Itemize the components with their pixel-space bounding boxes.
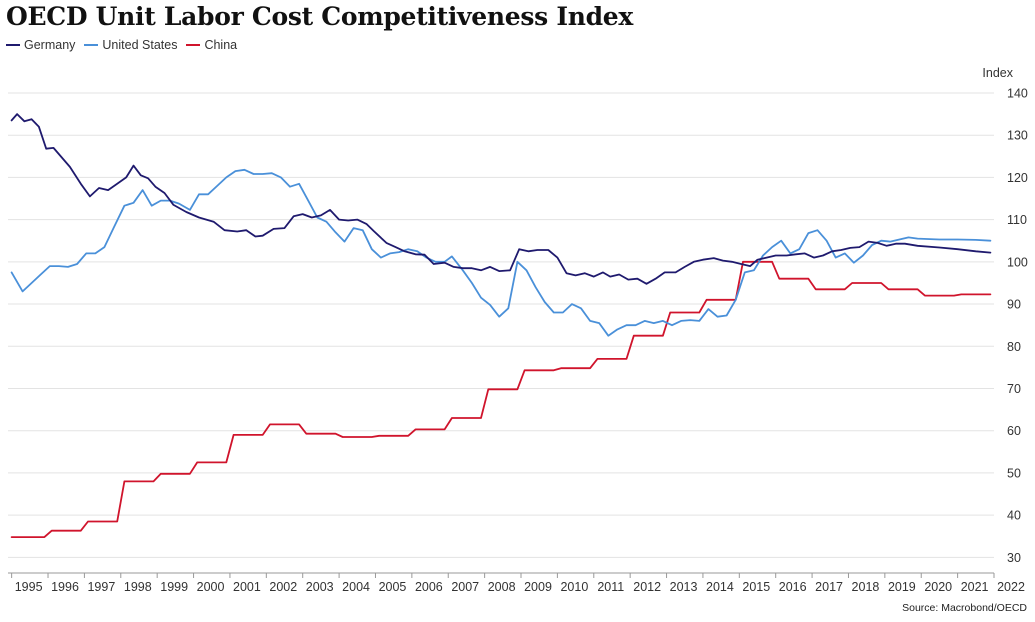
x-tick-label-2009: 2009 — [524, 580, 552, 594]
y-tick-label-130: 130 — [1007, 129, 1028, 143]
y-tick-label-50: 50 — [1007, 466, 1021, 480]
chart-legend: Germany United States China — [6, 37, 246, 53]
x-tick-label-2006: 2006 — [415, 580, 443, 594]
x-axis: 1995 1996 1997 1998 1999 2000 2001 2002 2003 2004… — [11, 573, 1025, 594]
legend-swatch-china — [186, 44, 201, 46]
y-tick-label-80: 80 — [1007, 340, 1021, 354]
x-tick-label-2018: 2018 — [852, 580, 880, 594]
x-tick-label-2012: 2012 — [633, 580, 661, 594]
legend-item-united-states: United States — [84, 38, 177, 52]
legend-label-germany: Germany — [24, 38, 76, 52]
x-tick-label-2015: 2015 — [742, 580, 770, 594]
series — [10, 113, 992, 538]
x-tick-label-2008: 2008 — [488, 580, 516, 594]
x-tick-label-2000: 2000 — [197, 580, 225, 594]
x-tick-label-2007: 2007 — [451, 580, 479, 594]
x-tick-label-2003: 2003 — [306, 580, 334, 594]
x-tick-label-2005: 2005 — [379, 580, 407, 594]
y-tick-label-100: 100 — [1007, 255, 1028, 269]
x-tick-label-2020: 2020 — [924, 580, 952, 594]
x-tick-label-1995: 1995 — [15, 580, 43, 594]
x-tick-label-2011: 2011 — [597, 580, 624, 594]
y-tick-label-140: 140 — [1007, 87, 1028, 101]
x-tick-label-2010: 2010 — [560, 580, 588, 594]
series-line-china — [10, 260, 992, 538]
y-axis: 30 40 50 60 70 80 90 100 110 120 130 140 — [1007, 87, 1028, 565]
x-tick-label-2022: 2022 — [997, 580, 1025, 594]
y-tick-label-90: 90 — [1007, 298, 1021, 312]
y-tick-label-40: 40 — [1007, 509, 1021, 523]
x-tick-label-1999: 1999 — [160, 580, 188, 594]
x-tick-label-1996: 1996 — [51, 580, 79, 594]
x-tick-label-1998: 1998 — [124, 580, 152, 594]
legend-item-germany: Germany — [6, 38, 75, 52]
x-tick-label-2001: 2001 — [233, 580, 261, 594]
x-tick-label-2002: 2002 — [269, 580, 297, 594]
source-note: Source: Macrobond/OECD — [902, 602, 1027, 614]
y-axis-unit-label: Index — [982, 66, 1013, 80]
legend-item-china: China — [186, 38, 237, 52]
legend-label-united-states: United States — [102, 38, 178, 52]
series-line-germany — [10, 113, 992, 285]
x-tick-label-1997: 1997 — [87, 580, 115, 594]
legend-swatch-united-states — [84, 44, 99, 46]
chart-title: OECD Unit Labor Cost Competitiveness Ind… — [6, 2, 633, 31]
y-tick-label-120: 120 — [1007, 171, 1028, 185]
y-tick-label-70: 70 — [1007, 382, 1021, 396]
y-tick-label-60: 60 — [1007, 424, 1021, 438]
legend-label-china: China — [204, 38, 238, 52]
series-line-united-states — [10, 168, 992, 337]
x-tick-label-2021: 2021 — [961, 580, 989, 594]
legend-swatch-germany — [6, 44, 20, 46]
grid — [8, 92, 994, 574]
x-tick-label-2016: 2016 — [779, 580, 807, 594]
y-tick-label-30: 30 — [1007, 551, 1021, 565]
x-tick-label-2014: 2014 — [706, 580, 734, 594]
x-tick-label-2017: 2017 — [815, 580, 843, 594]
x-tick-label-2019: 2019 — [888, 580, 916, 594]
y-tick-label-110: 110 — [1007, 213, 1027, 227]
x-tick-label-2004: 2004 — [342, 580, 370, 594]
x-tick-label-2013: 2013 — [670, 580, 698, 594]
